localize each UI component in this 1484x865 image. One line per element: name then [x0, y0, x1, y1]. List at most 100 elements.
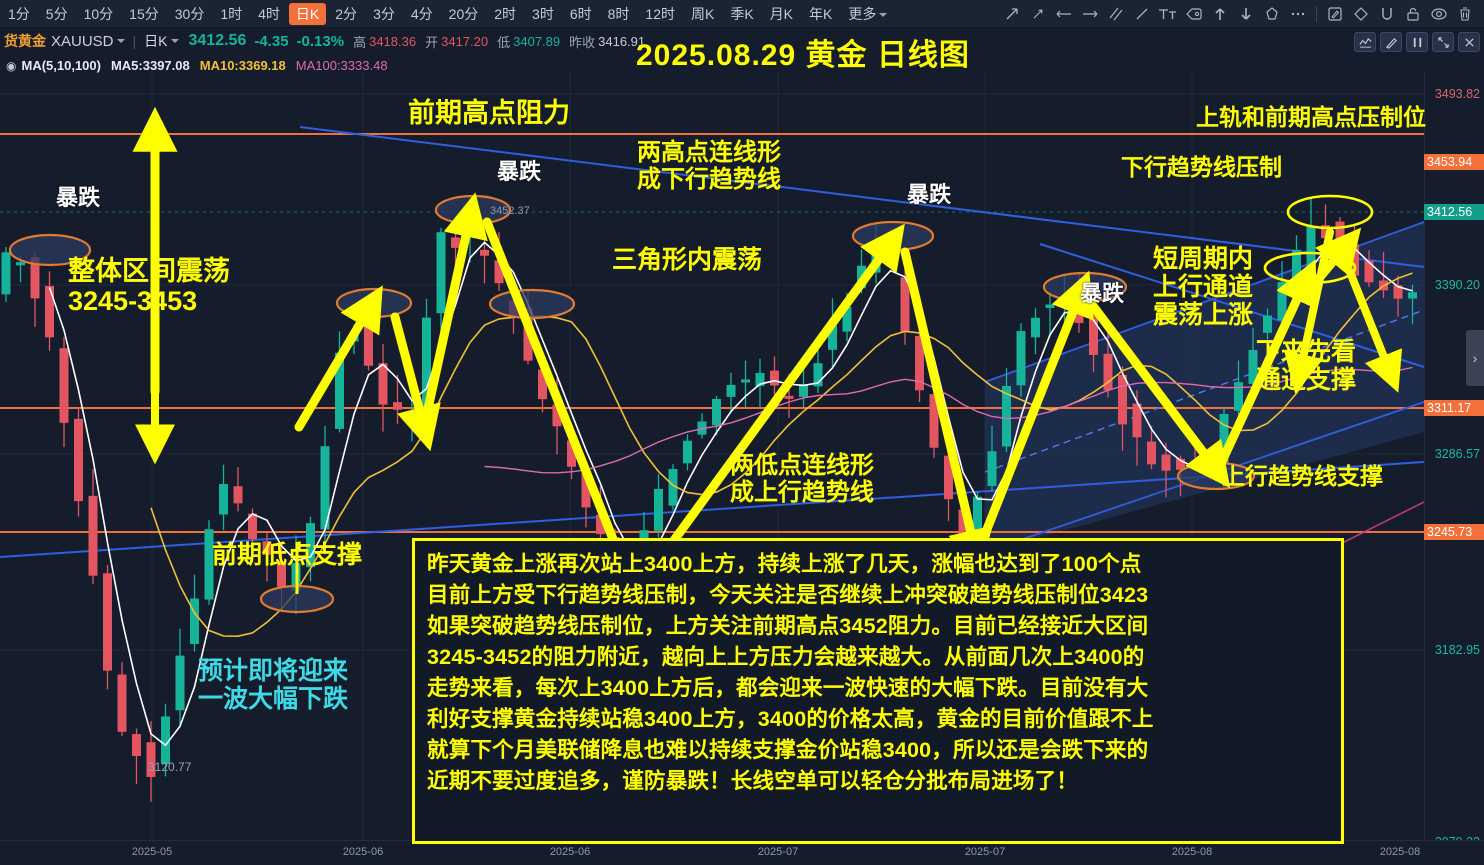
period-周K[interactable]: 周K	[691, 5, 715, 22]
arrow-up-right-thin-icon[interactable]	[1025, 3, 1051, 25]
date-label: 2025-06	[342, 846, 384, 858]
current-period[interactable]: 日K	[144, 33, 168, 49]
commentary-line-7: 就算下个月美联储降息也难以持续支撑金价站稳3400，所以还是会跌下来的	[427, 738, 1149, 762]
low-value: 3407.89	[513, 33, 561, 49]
period-chevron-down-icon[interactable]	[170, 39, 179, 43]
window-buttons	[1354, 32, 1480, 52]
anno-down-trend-press: 下行趋势线压制	[1121, 154, 1282, 180]
magnet-icon[interactable]	[1374, 3, 1400, 25]
commentary-line-3: 如果突破趋势线压制位，上方关注前期高点3452阻力。目前已经接近大区间	[427, 614, 1149, 638]
fullscreen-icon[interactable]	[1432, 32, 1454, 52]
anno-prev-low-support: 前期低点支撑	[212, 541, 363, 569]
anno-range: 整体区间震荡 3245-3453	[68, 256, 230, 317]
period-3时[interactable]: 3时	[532, 5, 554, 22]
eye-icon[interactable]	[1426, 3, 1452, 25]
low-price-marker: 3120.77	[148, 760, 192, 774]
date-label: 2025-05	[131, 846, 173, 858]
anno-crash-4: 暴跌	[1080, 281, 1125, 306]
commentary-box: 昨天黄金上涨再次站上3400上方，持续上涨了几天，涨幅也达到了100个点 目前上方…	[412, 538, 1344, 844]
period-list: 1分 5分 10分 15分 30分 1时 4时 日K 2分 3分 4分 20分 2时 3时 6时 8时 12时周…	[0, 2, 840, 25]
symbol-chevron-down-icon[interactable]	[116, 39, 125, 43]
period-15分[interactable]: 15分	[129, 5, 159, 22]
period-5分[interactable]: 5分	[45, 5, 68, 22]
last-price: 3412.56	[188, 32, 247, 49]
commentary-line-4: 3245-3452的阻力附近，越向上上方压力会越来越大。从前面几次上3400的	[427, 645, 1145, 669]
price-tag: 3453.94	[1424, 154, 1484, 170]
ma5-value: MA5:3397.08	[110, 58, 190, 73]
compare-icon[interactable]	[1406, 32, 1428, 52]
anno-two-lows: 两低点连线形 成上行趋势线	[730, 452, 874, 506]
close-icon[interactable]	[1458, 32, 1480, 52]
ma-indicator-name[interactable]: MA(5,10,100)	[21, 58, 101, 73]
ellipsis-icon[interactable]	[1285, 3, 1311, 25]
chart-canvas	[0, 72, 1424, 840]
price-tick: 3493.82	[1434, 87, 1480, 101]
parallel-lines-icon[interactable]	[1103, 3, 1129, 25]
arrow-down-icon[interactable]	[1233, 3, 1259, 25]
price-tick: 3182.95	[1434, 643, 1480, 657]
trash-icon[interactable]	[1452, 3, 1478, 25]
period-1时[interactable]: 1时	[220, 5, 243, 22]
prev-close-value: 3416.91	[598, 33, 646, 49]
drawing-tools	[999, 3, 1484, 25]
commentary-line-6: 利好支撑黄金持续站稳3400上方，3400的价格太高，黄金的目前价值跟不上	[427, 707, 1154, 731]
commentary-line-5: 走势来看，每次上3400上方后，都会迎来一波快速的大幅下跌。目前没有大	[427, 676, 1149, 700]
period-月K[interactable]: 月K	[769, 5, 794, 22]
anno-two-highs: 两高点连线形 成下行趋势线	[637, 139, 781, 193]
period-3分[interactable]: 3分	[373, 5, 395, 22]
period-4分[interactable]: 4分	[410, 5, 433, 22]
page-title: 2025.08.29 黄金 日线图	[636, 39, 970, 72]
ma-indicator-bar: ◉ MA(5,10,100) MA5:3397.08 MA10:3369.18 …	[6, 58, 398, 73]
arrow-up-icon[interactable]	[1207, 3, 1233, 25]
price-tag: 3412.56	[1424, 204, 1484, 220]
period-10分[interactable]: 10分	[83, 5, 114, 22]
period-20分[interactable]: 20分	[448, 5, 479, 22]
shapes-icon[interactable]	[1259, 3, 1285, 25]
period-30分[interactable]: 30分	[174, 5, 205, 22]
period-日K[interactable]: 日K	[288, 2, 327, 25]
open-label: 开	[425, 34, 439, 50]
ma10-value: MA10:3369.18	[199, 58, 286, 73]
period-2分[interactable]: 2分	[335, 5, 358, 22]
period-12时[interactable]: 12时	[645, 5, 675, 22]
period-2时[interactable]: 2时	[494, 5, 517, 22]
anno-up-trend-support: 上行趋势线支撑	[1222, 463, 1383, 489]
more-periods-button[interactable]: 更多	[841, 3, 894, 25]
commentary-line-8: 近期不要过度追多，谨防暴跌！长线空单可以轻仓分批布局进场了！	[427, 769, 1079, 793]
arrow-right-icon[interactable]	[1077, 3, 1103, 25]
edit-pen-icon[interactable]	[1322, 3, 1348, 25]
price-change-pct: -0.13%	[296, 32, 345, 50]
period-年K[interactable]: 年K	[809, 5, 833, 22]
price-tag: 3311.17	[1424, 400, 1484, 416]
price-tick: 3390.20	[1434, 278, 1480, 292]
date-label: 2025-08	[1379, 846, 1421, 858]
period-6时[interactable]: 6时	[569, 5, 592, 22]
date-label: 2025-07	[757, 846, 799, 858]
anno-short-cycle: 短周期内 上行通道 震荡上涨	[1153, 245, 1254, 329]
period-8时[interactable]: 8时	[607, 5, 630, 22]
segment-icon[interactable]	[1129, 3, 1155, 25]
quote-divider: |	[132, 33, 137, 49]
indicator-icon[interactable]	[1354, 32, 1376, 52]
arrow-up-right-icon[interactable]	[999, 3, 1025, 25]
anno-forecast: 预计即将迎来 一波大幅下跌	[198, 657, 349, 713]
price-axis[interactable]: 3493.823390.203286.573182.953079.323453.…	[1424, 72, 1484, 849]
period-季K[interactable]: 季K	[730, 5, 754, 22]
line-horizontal-icon[interactable]	[1051, 3, 1077, 25]
date-label: 2025-06	[549, 846, 591, 858]
tag-icon[interactable]	[1181, 3, 1207, 25]
commentary-text: 昨天黄金上涨再次站上3400上方，持续上涨了几天，涨幅也达到了100个点 目前上方…	[427, 549, 1331, 797]
period-1分[interactable]: 1分	[8, 5, 30, 22]
commentary-line-1: 昨天黄金上涨再次站上3400上方，持续上涨了几天，涨幅也达到了100个点	[427, 552, 1142, 576]
lock-open-icon[interactable]	[1400, 3, 1426, 25]
text-tool-icon[interactable]	[1155, 3, 1181, 25]
ma-eye-icon[interactable]: ◉	[6, 58, 17, 73]
expand-panel-arrow-icon[interactable]: ›	[1466, 330, 1484, 386]
symbol-code[interactable]: XAUUSD	[51, 32, 114, 50]
period-4时[interactable]: 4时	[258, 5, 280, 22]
high-label: 高	[353, 34, 367, 50]
eraser-icon[interactable]	[1348, 3, 1374, 25]
more-periods-label: 更多	[848, 5, 877, 22]
draw-icon[interactable]	[1380, 32, 1402, 52]
anno-upper-rail: 上轨和前期高点压制位	[1196, 104, 1426, 130]
